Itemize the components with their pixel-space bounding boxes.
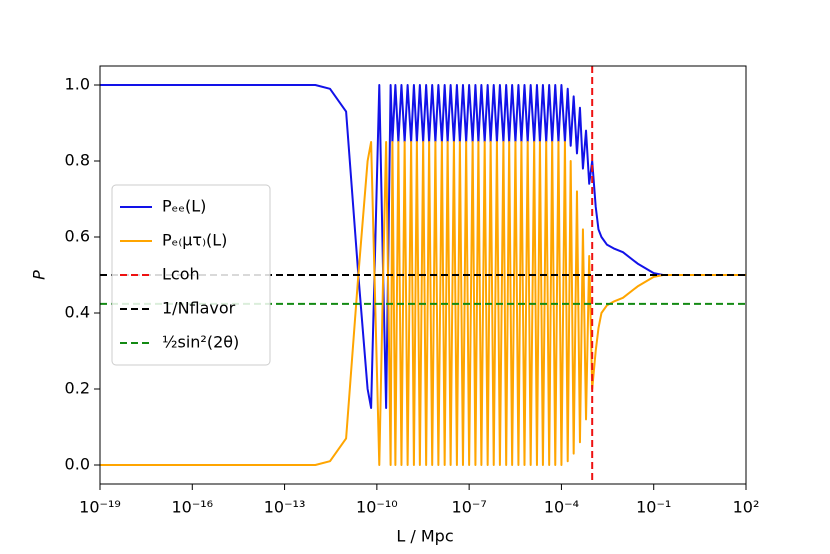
y-axis-label: P	[30, 270, 49, 280]
x-tick-label: 10⁻¹⁶	[171, 498, 213, 517]
series-line	[100, 84, 746, 409]
x-tick-label: 10⁻¹³	[264, 498, 306, 517]
y-tick-label: 0.8	[65, 151, 90, 170]
y-tick-label: 0.4	[65, 303, 90, 322]
y-tick-label: 0.0	[65, 455, 90, 474]
legend-label: Pₑₑ(L)	[162, 197, 206, 216]
x-tick-label: 10⁻¹⁹	[79, 498, 121, 517]
x-tick-label: 10⁻¹⁰	[356, 498, 398, 517]
x-tick-label: 10⁻¹	[636, 498, 671, 517]
x-tick-label: 10⁻⁷	[452, 498, 487, 517]
legend-label: 1/Nflavor	[162, 299, 236, 318]
legend-label: Pₑ₍μτ₎(L)	[162, 231, 227, 250]
y-tick-label: 0.2	[65, 379, 90, 398]
y-tick-label: 0.6	[65, 227, 90, 246]
x-tick-label: 10⁻⁴	[544, 498, 579, 517]
legend-label: ½sin²(2θ)	[162, 333, 239, 352]
x-axis-label: L / Mpc	[396, 527, 453, 546]
y-tick-label: 1.0	[65, 75, 90, 94]
x-tick-label: 10²	[733, 498, 760, 517]
legend-label: Lcoh	[162, 265, 200, 284]
plot-frame	[99, 65, 747, 485]
legend-box	[111, 184, 271, 366]
